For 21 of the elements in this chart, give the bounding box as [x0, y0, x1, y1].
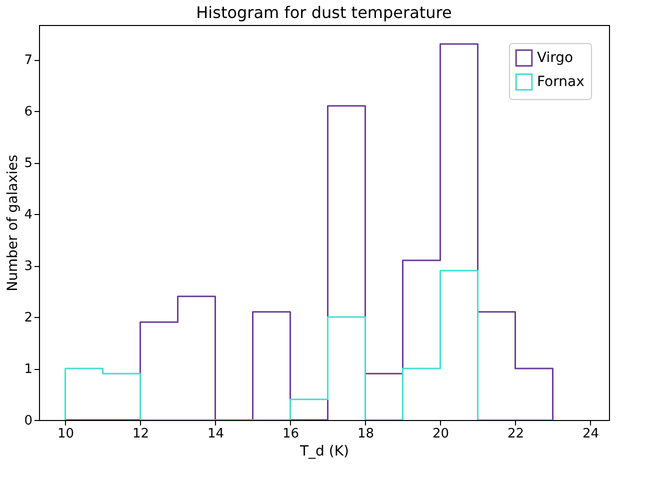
y-tick-label: 7	[24, 53, 32, 68]
x-tick-label: 22	[507, 426, 524, 442]
y-axis-title: Number of galaxies	[5, 154, 22, 292]
x-tick-label: 14	[207, 426, 224, 442]
x-axis-title: T_d (K)	[299, 444, 349, 460]
legend-label: Fornax	[537, 74, 584, 90]
x-tick-label: 18	[357, 426, 374, 442]
x-tick-label: 24	[582, 426, 600, 442]
chart-title: Histogram for dust temperature	[196, 3, 452, 22]
y-tick-label: 6	[24, 104, 32, 120]
y-tick-label: 1	[24, 362, 32, 377]
x-tick-label: 20	[432, 426, 450, 442]
x-tick-label: 16	[282, 426, 300, 442]
y-tick-label: 5	[24, 156, 32, 172]
x-tick-label: 10	[57, 426, 74, 442]
y-tick-label: 3	[24, 259, 32, 274]
y-tick-label: 4	[24, 208, 32, 223]
y-tick-label: 2	[24, 310, 32, 326]
x-tick-label: 12	[132, 426, 150, 442]
legend-label: Virgo	[537, 50, 574, 66]
y-tick-label: 0	[24, 414, 32, 428]
